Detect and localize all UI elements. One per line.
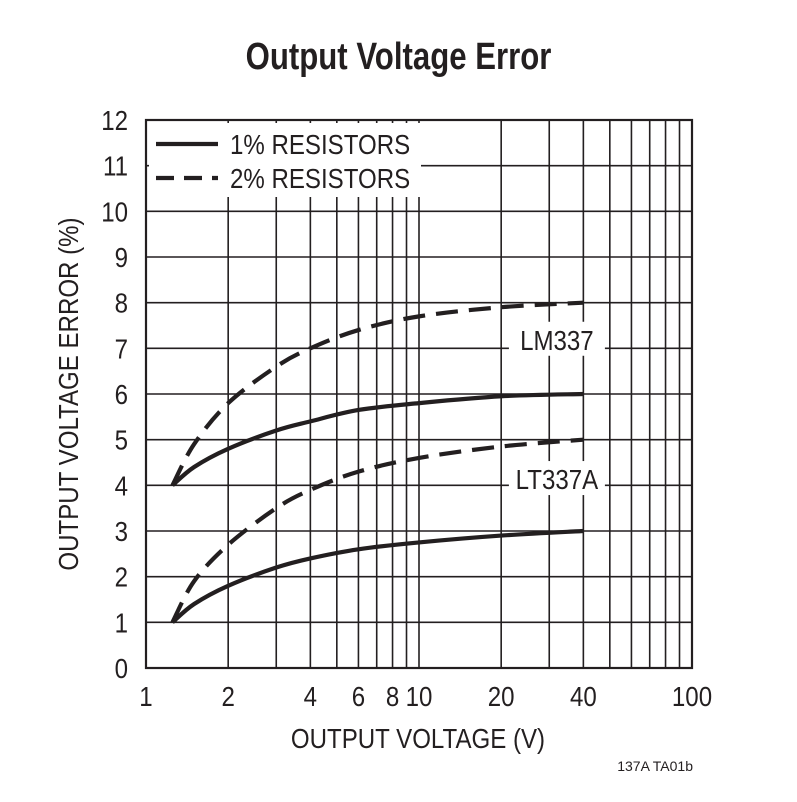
y-tick-label: 10 xyxy=(101,196,128,228)
annotations: LM337 LT337A xyxy=(508,321,605,496)
y-tick-label: 4 xyxy=(115,470,128,502)
y-tick-label: 12 xyxy=(101,104,128,136)
series-group xyxy=(170,300,584,624)
lt337a-dashed-series-line xyxy=(170,437,584,624)
annotation-background xyxy=(508,461,605,496)
figure-reference: 137A TA01b xyxy=(617,758,693,774)
annotation-label: LT337A xyxy=(516,463,599,495)
y-axis-label: OUTPUT VOLTAGE ERROR (%) xyxy=(52,217,84,570)
x-tick-label: 4 xyxy=(304,680,317,712)
annotation-label: LM337 xyxy=(520,324,594,356)
legend-label: 2% RESISTORS xyxy=(230,162,410,194)
x-tick-label: 10 xyxy=(406,680,433,712)
y-tick-label: 3 xyxy=(115,515,128,547)
annotation-background xyxy=(508,321,605,356)
x-tick-label: 1 xyxy=(139,680,152,712)
lm337-solid-series-line xyxy=(171,391,584,487)
y-tick-label: 6 xyxy=(115,378,128,410)
y-tick-label: 8 xyxy=(115,287,128,319)
y-tick-label: 2 xyxy=(115,561,128,593)
x-tick-label: 100 xyxy=(672,680,712,712)
lt337a-solid-series-line xyxy=(171,528,584,624)
y-tick-label: 9 xyxy=(115,241,128,273)
x-tick-label: 20 xyxy=(488,680,515,712)
y-tick-label: 5 xyxy=(115,424,128,456)
x-tick-label: 8 xyxy=(386,680,399,712)
x-tick-label: 2 xyxy=(221,680,234,712)
y-tick-label: 0 xyxy=(115,652,128,684)
x-tick-label: 6 xyxy=(352,680,365,712)
x-axis-label: OUTPUT VOLTAGE (V) xyxy=(291,722,545,754)
y-tick-label: 11 xyxy=(103,150,128,182)
y-tick-label: 1 xyxy=(115,607,128,639)
x-tick-label: 40 xyxy=(570,680,597,712)
y-tick-label: 7 xyxy=(115,333,128,365)
legend-label: 1% RESISTORS xyxy=(230,128,410,160)
chart-title: Output Voltage Error xyxy=(245,36,552,78)
plot-frame xyxy=(144,118,694,670)
legend-background xyxy=(149,123,421,197)
lm337-dashed-series-line xyxy=(170,300,584,487)
